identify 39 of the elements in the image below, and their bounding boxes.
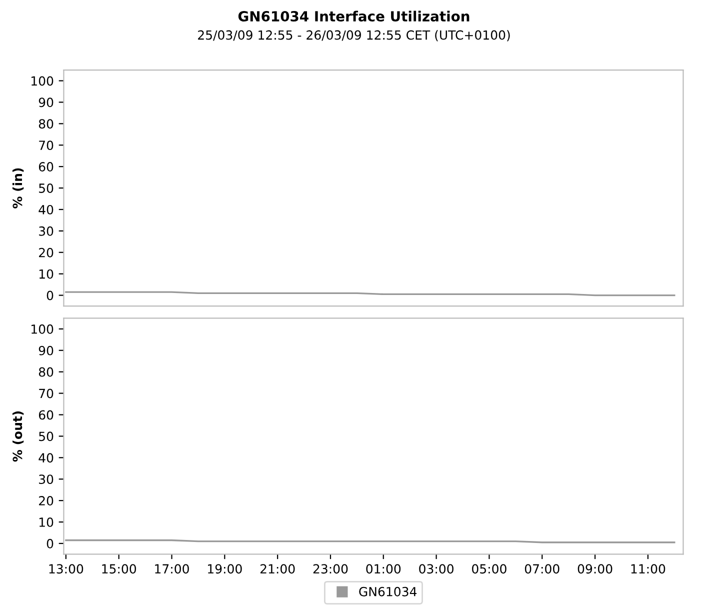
y-tick-label: 30 (39, 474, 54, 484)
x-tick-label: 17:00 (155, 564, 189, 574)
x-tick-label: 05:00 (472, 564, 506, 574)
y-tick-label: 60 (38, 410, 54, 420)
x-tick-label: 11:00 (631, 564, 666, 574)
y-axis-title: % (in) (12, 168, 24, 208)
y-tick-label: 100 (32, 324, 54, 334)
y-tick-label: 0 (46, 538, 54, 548)
y-tick-label: 50 (39, 184, 54, 193)
y-tick-label: 20 (39, 248, 54, 258)
x-tick-label: 15:00 (102, 564, 136, 574)
x-tick-label: 09:00 (578, 564, 612, 574)
x-tick-label: 21:00 (260, 564, 295, 574)
chart-subtitle: 25/03/09 12:55 - 26/03/09 12:55 CET (UTC+0100) (198, 30, 510, 42)
y-tick-label: 10 (39, 269, 54, 279)
y-tick-label: 10 (39, 517, 54, 527)
x-tick-label: 01:00 (366, 564, 401, 574)
y-tick-label: 70 (39, 140, 54, 150)
y-tick-label: 40 (38, 453, 54, 463)
legend-label: GN61034 (359, 586, 417, 596)
y-tick-label: 80 (38, 119, 54, 129)
y-tick-label: 100 (32, 76, 54, 86)
y-tick-label: 40 (38, 204, 54, 214)
y-tick-label: 90 (38, 98, 54, 108)
chart-title: GN61034 Interface Utilization (238, 10, 470, 22)
x-tick-label: 23:00 (313, 564, 348, 574)
y-tick-label: 0 (46, 290, 54, 300)
y-tick-label: 70 (39, 388, 54, 398)
y-tick-label: 20 (39, 496, 54, 506)
x-tick-label: 07:00 (524, 564, 560, 574)
y-axis-title: % (out) (12, 411, 24, 462)
y-tick-label: 50 (39, 432, 54, 442)
y-tick-label: 90 (38, 346, 54, 356)
x-tick-label: 03:00 (419, 564, 454, 574)
y-tick-label: 60 (38, 162, 54, 172)
x-tick-label: 13:00 (49, 564, 84, 574)
y-tick-label: 30 (39, 226, 54, 236)
y-tick-label: 80 (38, 367, 54, 377)
x-tick-label: 19:00 (208, 564, 242, 574)
